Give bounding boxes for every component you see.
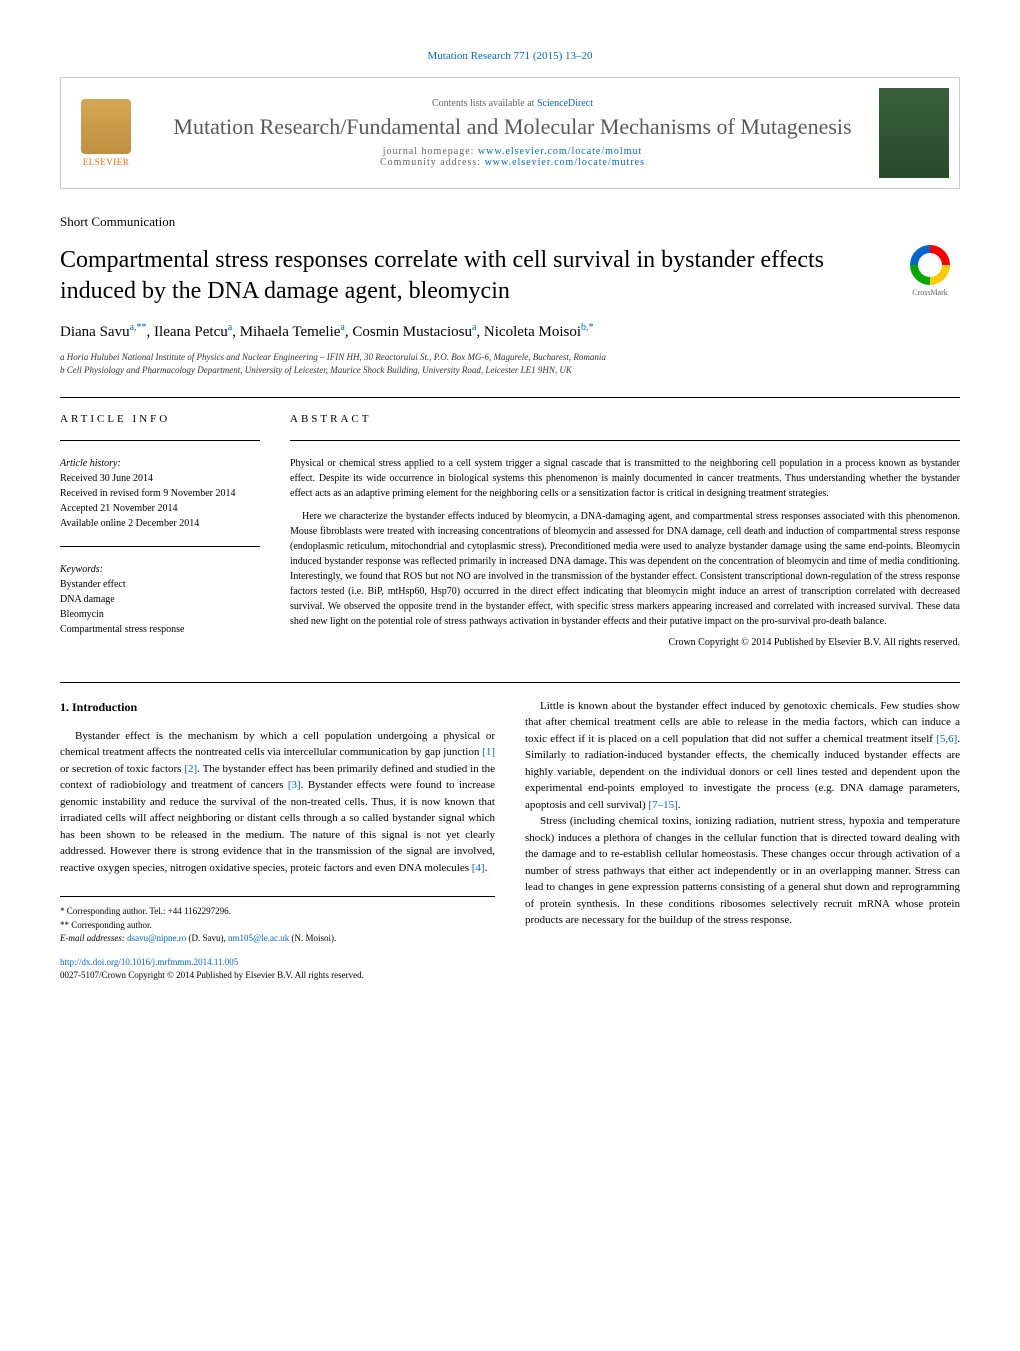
crossmark-badge[interactable]: CrossMark (900, 245, 960, 297)
footnotes: * Corresponding author. Tel.: +44 116229… (60, 896, 495, 946)
ref-link[interactable]: [2] (184, 763, 197, 775)
right-column: Little is known about the bystander effe… (525, 698, 960, 983)
history-line: Accepted 21 November 2014 (60, 501, 260, 516)
crossmark-icon (910, 245, 950, 285)
elsevier-logo: ELSEVIER (71, 93, 141, 173)
body-divider (60, 682, 960, 683)
corr-note-1: * Corresponding author. Tel.: +44 116229… (60, 905, 495, 919)
keyword: Bleomycin (60, 607, 260, 622)
author-affil-sup: a,** (130, 322, 147, 333)
sciencedirect-link[interactable]: ScienceDirect (537, 98, 593, 109)
email-line: E-mail addresses: dsavu@nipne.ro (D. Sav… (60, 932, 495, 946)
abstract-paragraph: Physical or chemical stress applied to a… (290, 456, 960, 501)
body-paragraph: Little is known about the bystander effe… (525, 698, 960, 814)
ref-link[interactable]: [1] (482, 746, 495, 758)
email-name-1: (D. Savu), (186, 933, 228, 943)
corr-note-2: ** Corresponding author. (60, 919, 495, 933)
author-affil-sup: a (472, 322, 476, 333)
authors-line: Diana Savua,**, Ileana Petcua, Mihaela T… (60, 322, 960, 341)
issn-copyright: 0027-5107/Crown Copyright © 2014 Publish… (60, 970, 364, 980)
keywords-label: Keywords: (60, 562, 260, 577)
ref-link[interactable]: [3] (288, 779, 301, 791)
article-info-panel: article info Article history: Received 3… (60, 413, 260, 652)
abstract-paragraph: Here we characterize the bystander effec… (290, 509, 960, 629)
abstract-heading: abstract (290, 413, 960, 425)
email-label: E-mail addresses: (60, 933, 127, 943)
author-affil-sup: a (228, 322, 232, 333)
info-divider-2 (60, 546, 260, 547)
email-name-2: (N. Moisoi). (289, 933, 336, 943)
elsevier-tree-icon (81, 99, 131, 154)
article-type: Short Communication (60, 214, 960, 230)
community-link[interactable]: www.elsevier.com/locate/mutres (485, 157, 645, 168)
header-center: Contents lists available at ScienceDirec… (161, 98, 864, 167)
author-name: Mihaela Temelie (240, 324, 341, 340)
homepage-label: journal homepage: (383, 146, 478, 157)
abstract-panel: abstract Physical or chemical stress app… (290, 413, 960, 652)
affiliation-line: a Horia Hulubei National Institute of Ph… (60, 351, 960, 364)
abstract-divider (290, 440, 960, 441)
keyword: DNA damage (60, 592, 260, 607)
abstract-copyright: Crown Copyright © 2014 Published by Else… (290, 637, 960, 648)
keywords-block: Keywords: Bystander effectDNA damageBleo… (60, 562, 260, 637)
ref-link[interactable]: [5,6] (936, 733, 957, 745)
ref-link[interactable]: [4] (472, 862, 485, 874)
doi-line: http://dx.doi.org/10.1016/j.mrfmmm.2014.… (60, 956, 495, 983)
info-divider (60, 440, 260, 441)
doi-link[interactable]: http://dx.doi.org/10.1016/j.mrfmmm.2014.… (60, 957, 238, 967)
left-column: 1. Introduction Bystander effect is the … (60, 698, 495, 983)
email-link-1[interactable]: dsavu@nipne.ro (127, 933, 186, 943)
author-affil-sup: a (340, 322, 344, 333)
affiliation-line: b Cell Physiology and Pharmacology Depar… (60, 364, 960, 377)
journal-links: journal homepage: www.elsevier.com/locat… (161, 146, 864, 168)
author-name: Diana Savu (60, 324, 130, 340)
body-paragraph: Bystander effect is the mechanism by whi… (60, 728, 495, 877)
crossmark-label: CrossMark (900, 288, 960, 297)
affiliations: a Horia Hulubei National Institute of Ph… (60, 351, 960, 376)
history-line: Available online 2 December 2014 (60, 516, 260, 531)
community-label: Community address: (380, 157, 485, 168)
body-paragraph: Stress (including chemical toxins, ioniz… (525, 813, 960, 929)
keyword: Compartmental stress response (60, 622, 260, 637)
history-label: Article history: (60, 456, 260, 471)
contents-line: Contents lists available at ScienceDirec… (161, 98, 864, 109)
journal-header: ELSEVIER Contents lists available at Sci… (60, 77, 960, 189)
history-line: Received 30 June 2014 (60, 471, 260, 486)
section-heading: 1. Introduction (60, 698, 495, 716)
keyword: Bystander effect (60, 577, 260, 592)
contents-prefix: Contents lists available at (432, 98, 537, 109)
journal-cover-thumb (879, 88, 949, 178)
author-affil-sup: b,* (581, 322, 594, 333)
history-line: Received in revised form 9 November 2014 (60, 486, 260, 501)
divider (60, 397, 960, 398)
journal-name: Mutation Research/Fundamental and Molecu… (161, 114, 864, 140)
article-title: Compartmental stress responses correlate… (60, 245, 880, 307)
article-info-heading: article info (60, 413, 260, 425)
homepage-link[interactable]: www.elsevier.com/locate/molmut (478, 146, 642, 157)
article-history: Article history: Received 30 June 2014Re… (60, 456, 260, 531)
body-columns: 1. Introduction Bystander effect is the … (60, 698, 960, 983)
email-link-2[interactable]: nm105@le.ac.uk (228, 933, 289, 943)
author-name: Ileana Petcu (154, 324, 228, 340)
ref-link[interactable]: [7–15] (648, 799, 677, 811)
author-name: Cosmin Mustaciosu (352, 324, 472, 340)
elsevier-label: ELSEVIER (83, 157, 130, 167)
header-citation: Mutation Research 771 (2015) 13–20 (60, 50, 960, 62)
author-name: Nicoleta Moisoi (484, 324, 581, 340)
